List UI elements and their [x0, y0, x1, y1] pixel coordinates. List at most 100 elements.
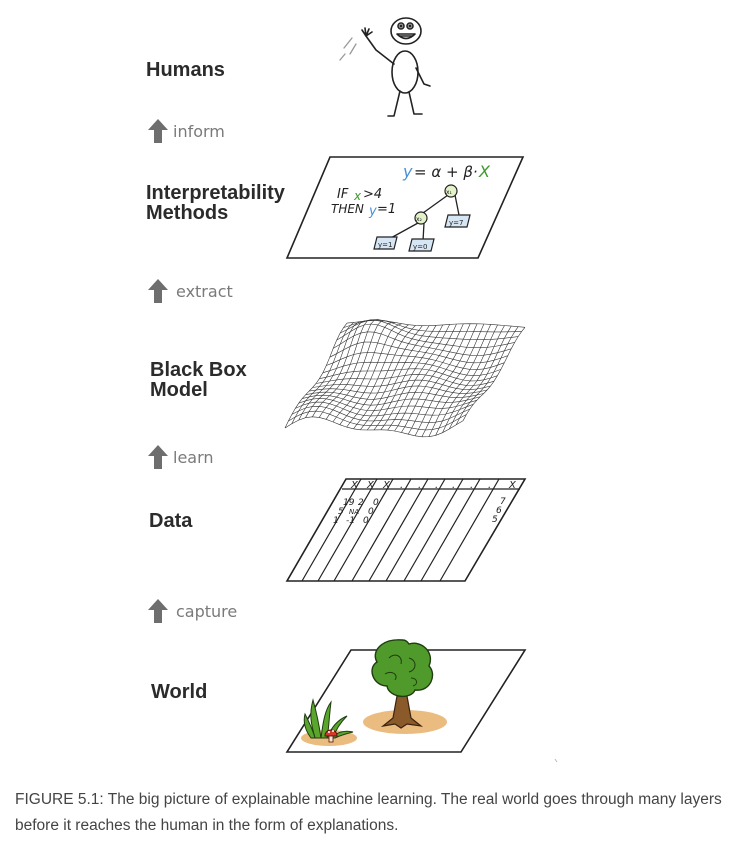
- cell-c1-r2: 5: [338, 507, 344, 517]
- formula-rest: = α + β·: [414, 163, 478, 181]
- world-sheet: [285, 639, 527, 753]
- figure-caption: FIGURE 5.1: The big picture of explainab…: [15, 791, 722, 834]
- up-arrow-icon: [148, 119, 168, 143]
- label-humans: Humans: [146, 59, 225, 81]
- mesh-line: [366, 325, 430, 431]
- mesh-line: [428, 324, 492, 437]
- rule-cond: >4: [363, 187, 382, 202]
- mesh-line: [462, 327, 526, 421]
- label-methods-line1: Interpretability: [146, 182, 285, 204]
- label-methods: Interpretability Methods: [146, 183, 285, 223]
- mesh-line: [373, 325, 437, 431]
- mushroom-icon: [324, 729, 338, 743]
- data-column-line: [317, 478, 378, 582]
- arrow-learn: learn: [146, 444, 214, 470]
- label-model-line2: Model: [150, 379, 208, 401]
- rule-val: =1: [377, 202, 396, 217]
- mesh-line: [442, 325, 505, 433]
- tree-leaf-b: y=0: [408, 238, 435, 252]
- rule-y: y: [368, 204, 377, 219]
- data-column-line: [420, 478, 481, 582]
- data-header-cell: .: [435, 480, 438, 491]
- data-header-cell: .: [470, 480, 473, 491]
- cell-last-r1: 7: [500, 497, 506, 507]
- mesh-line: [346, 320, 526, 328]
- diagram: Humans Interpretability Methods Black Bo…: [146, 17, 558, 763]
- data-column-line: [333, 478, 394, 582]
- mesh-line: [326, 352, 505, 370]
- mesh-line: [339, 323, 402, 425]
- mesh-line: [353, 325, 416, 429]
- cell-last-r3: 5: [492, 515, 498, 525]
- arrow-learn-label: learn: [173, 447, 214, 467]
- mesh-line: [407, 323, 471, 435]
- mesh-line: [414, 323, 478, 436]
- mesh-line: [291, 322, 354, 424]
- data-header-cell: .: [400, 480, 403, 491]
- mesh-line: [380, 324, 444, 430]
- formula-y: y: [402, 162, 413, 181]
- rule-x: x: [353, 189, 362, 203]
- mesh-line: [387, 324, 450, 431]
- mesh-line: [325, 320, 389, 420]
- data-column-line: [385, 478, 446, 582]
- svg-text:x₁: x₁: [446, 189, 453, 196]
- label-world: World: [151, 681, 208, 703]
- data-column-line: [403, 478, 464, 582]
- black-box-surface: [284, 319, 526, 438]
- mesh-line: [435, 324, 498, 436]
- mesh-line: [332, 322, 395, 423]
- data-header-cell: X: [350, 480, 359, 491]
- mesh-line: [455, 326, 519, 425]
- tree-icon: [371, 639, 434, 729]
- mesh-line: [346, 324, 409, 428]
- tree-node-1: x₁: [444, 184, 458, 198]
- formula-x: X: [478, 162, 491, 181]
- data-header-cell: X: [382, 480, 391, 491]
- rule-if: IF: [337, 187, 349, 202]
- mesh-line: [298, 321, 361, 421]
- svg-text:y=0: y=0: [413, 243, 427, 251]
- tree-leaf-a: y=1: [373, 236, 398, 250]
- arrow-capture: capture: [146, 598, 237, 624]
- data-header-cell: X: [366, 480, 375, 491]
- data-column-line: [301, 478, 362, 582]
- tree-leaf-c: y=7: [444, 214, 471, 228]
- data-header-cell: .: [452, 480, 455, 491]
- svg-text:y=1: y=1: [378, 241, 392, 249]
- label-data: Data: [149, 510, 193, 532]
- arrow-extract: extract: [146, 278, 233, 304]
- label-model: Black Box Model: [150, 360, 247, 400]
- mesh-line: [305, 320, 368, 418]
- mesh-line: [360, 325, 423, 430]
- rule-then: THEN: [331, 202, 364, 216]
- data-header-cell: X: [508, 480, 517, 491]
- mesh-line: [284, 322, 348, 429]
- data-column-line: [351, 478, 412, 582]
- small-mark: [554, 758, 558, 763]
- arrow-extract-label: extract: [176, 281, 233, 301]
- up-arrow-icon: [148, 445, 168, 469]
- mesh-line: [401, 323, 464, 433]
- up-arrow-icon: [148, 279, 168, 303]
- arrow-inform: inform: [146, 118, 225, 144]
- mesh-line: [394, 323, 457, 432]
- mesh-line: [449, 325, 512, 430]
- cell-c3-r3: 0: [363, 516, 369, 526]
- label-methods-line2: Methods: [146, 202, 229, 224]
- cell-c2-r3: -1: [346, 516, 355, 526]
- label-model-line1: Black Box: [150, 359, 247, 381]
- methods-sheet: y = α + β· X IF x >4 THEN y =1 x₁ x₂ y=1…: [285, 156, 525, 259]
- svg-text:y=7: y=7: [449, 219, 463, 227]
- cell-c1-r3: 1: [333, 516, 339, 526]
- cell-c1-r1: 19: [343, 498, 355, 508]
- data-header-cell: .: [418, 480, 421, 491]
- cell-last-r2: 6: [496, 506, 502, 516]
- data-header-cell: .: [488, 480, 491, 491]
- data-column-line: [368, 478, 429, 582]
- cell-c2-r2: NA: [349, 508, 359, 516]
- mesh-line: [421, 323, 485, 437]
- mesh-line: [318, 319, 382, 418]
- arrow-inform-label: inform: [173, 121, 225, 141]
